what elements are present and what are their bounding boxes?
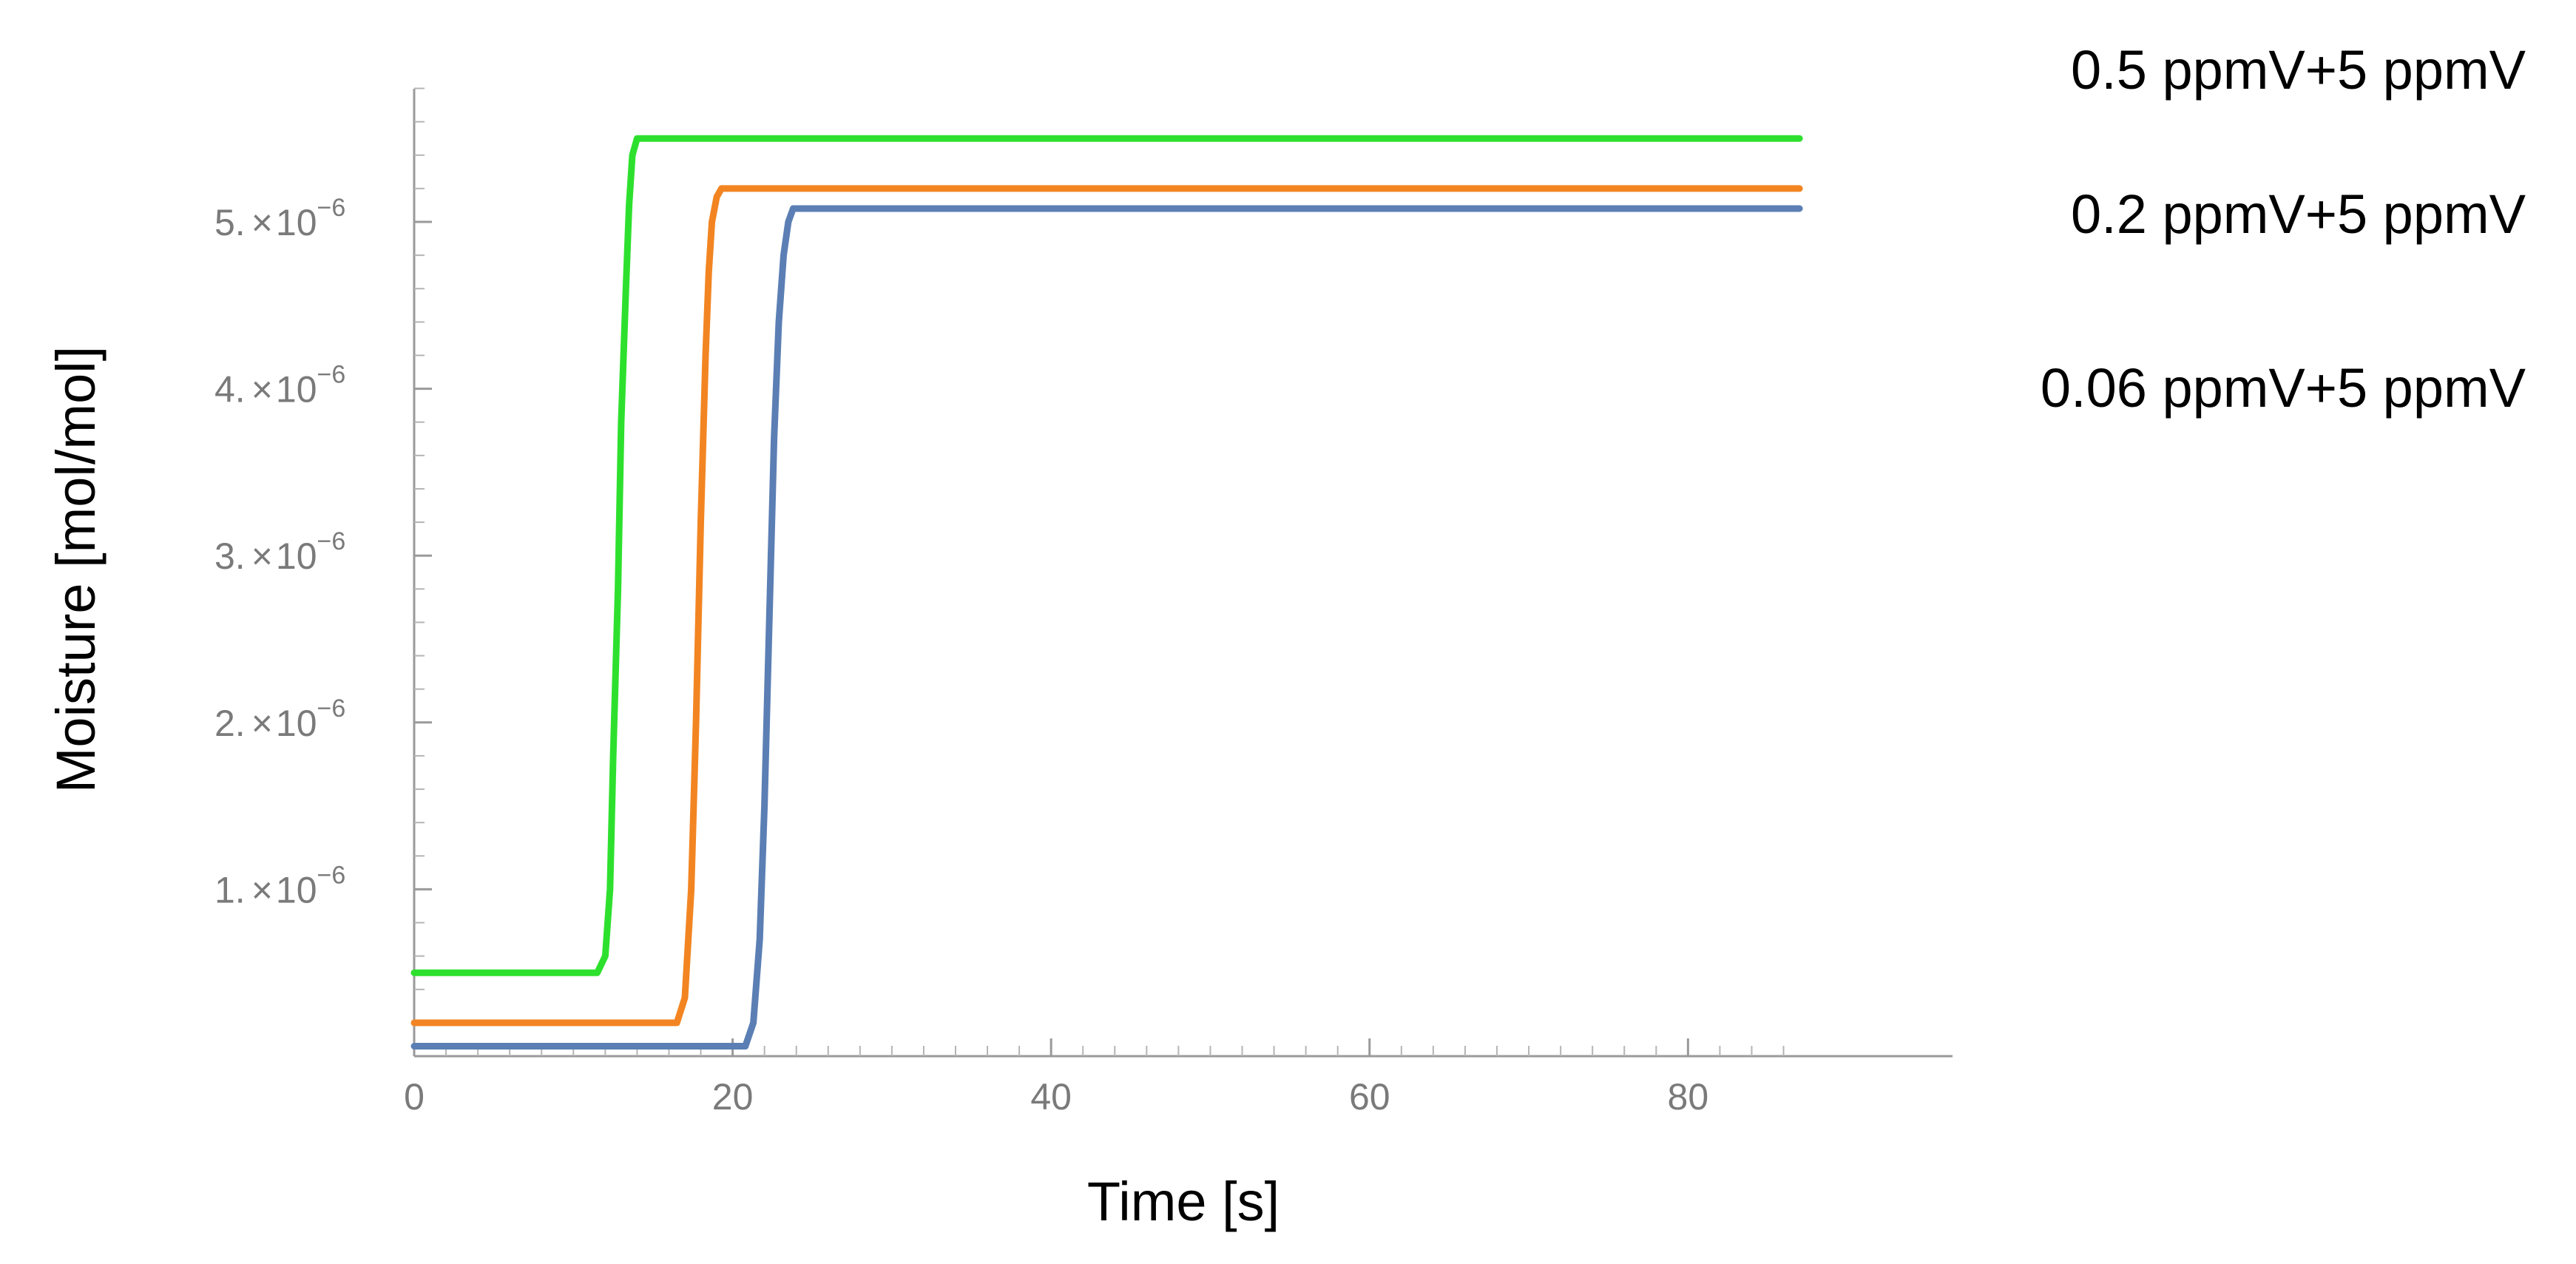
y-tick-mantissa: 1.: [214, 869, 246, 910]
series-labels: 0.5 ppmV+5 ppmV 0.2 ppmV+5 ppmV 0.06 ppmV+…: [2041, 39, 2526, 419]
y-tick-base: 10: [276, 535, 317, 577]
series-layer: [410, 135, 1803, 1050]
y-tick-base: 10: [276, 202, 317, 243]
x-ticks: 0 20 40 60 80: [404, 1038, 1708, 1118]
x-axis-title: Time [s]: [1087, 1171, 1279, 1232]
y-tick-label: 2. ×10−6: [214, 694, 345, 744]
series-label: 0.5 ppmV+5 ppmV: [2071, 39, 2526, 101]
y-tick-base: 10: [276, 869, 317, 910]
x-tick-label: 60: [1349, 1076, 1390, 1118]
series-label: 0.06 ppmV+5 ppmV: [2041, 357, 2526, 419]
minor-ticks: [414, 87, 1785, 1056]
y-tick-label: 3. ×10−6: [214, 527, 345, 577]
x-tick-label: 80: [1668, 1076, 1709, 1118]
y-tick-exponent: −6: [317, 361, 346, 389]
y-tick-times: ×: [251, 869, 273, 910]
y-tick-times: ×: [251, 703, 273, 744]
series-label: 0.2 ppmV+5 ppmV: [2071, 183, 2526, 245]
y-tick-times: ×: [251, 535, 273, 577]
series-line: [410, 185, 1803, 1027]
y-tick-exponent: −6: [317, 194, 346, 222]
y-tick-mantissa: 5.: [214, 202, 246, 243]
x-tick-label: 0: [404, 1076, 425, 1118]
y-tick-exponent: −6: [317, 861, 346, 889]
y-tick-label: 4. ×10−6: [214, 361, 345, 410]
y-tick-base: 10: [276, 703, 317, 744]
y-tick-times: ×: [251, 202, 273, 243]
y-ticks: 1. ×10−62. ×10−63. ×10−64. ×10−65. ×10−6: [214, 194, 432, 910]
series-line: [410, 205, 1803, 1050]
y-tick-mantissa: 4.: [214, 369, 246, 410]
y-tick-times: ×: [251, 369, 273, 410]
x-tick-label: 40: [1030, 1076, 1072, 1118]
y-tick-base: 10: [276, 369, 317, 410]
y-tick-mantissa: 3.: [214, 535, 246, 577]
y-tick-exponent: −6: [317, 694, 346, 723]
y-tick-exponent: −6: [317, 527, 346, 555]
y-tick-label: 5. ×10−6: [214, 194, 345, 243]
y-tick-mantissa: 2.: [214, 703, 246, 744]
y-tick-label: 1. ×10−6: [214, 861, 345, 910]
y-axis-title: Moisture [mol/mol]: [45, 346, 107, 793]
x-tick-label: 20: [712, 1076, 754, 1118]
series-line: [410, 135, 1803, 976]
